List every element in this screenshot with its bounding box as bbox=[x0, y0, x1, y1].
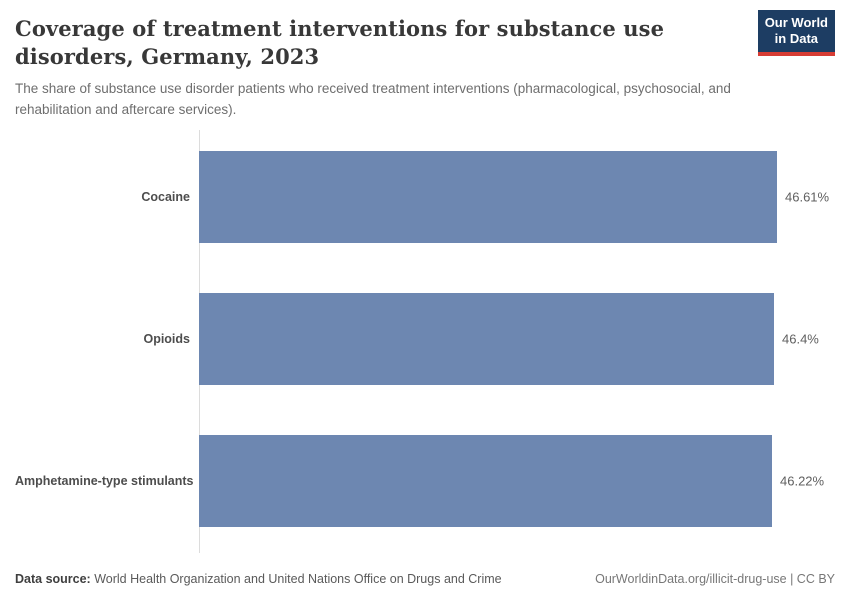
bar-cocaine[interactable] bbox=[199, 151, 777, 243]
chart-title: Coverage of treatment interventions for … bbox=[15, 16, 665, 69]
owid-logo-line2: in Data bbox=[774, 31, 819, 47]
bar-chart: Cocaine 46.61% Opioids 46.4% Amphetamine-typ… bbox=[15, 130, 835, 553]
value-label-amphetamine-type-stimulants: 46.22% bbox=[780, 473, 825, 489]
bar-opioids[interactable] bbox=[199, 293, 774, 385]
data-source-text: World Health Organization and United Nat… bbox=[94, 572, 502, 586]
bar-row-opioids: Opioids 46.4% bbox=[15, 293, 835, 385]
value-label-opioids: 46.4% bbox=[782, 331, 819, 347]
chart-footer: Data source: World Health Organization a… bbox=[15, 572, 835, 586]
data-source: Data source: World Health Organization a… bbox=[15, 572, 502, 586]
category-label-opioids: Opioids bbox=[143, 332, 190, 346]
category-label-cocaine: Cocaine bbox=[141, 190, 190, 204]
bar-amphetamine-type-stimulants[interactable] bbox=[199, 435, 772, 527]
chart-header: Coverage of treatment interventions for … bbox=[15, 15, 755, 120]
bar-row-cocaine: Cocaine 46.61% bbox=[15, 151, 835, 243]
credit-link: OurWorldinData.org/illicit-drug-use | CC… bbox=[595, 572, 835, 586]
bar-track: 46.22% bbox=[199, 435, 835, 527]
bar-rows: Cocaine 46.61% Opioids 46.4% Amphetamine-typ… bbox=[15, 130, 835, 527]
chart-subtitle: The share of substance use disorder pati… bbox=[15, 81, 731, 117]
value-label-cocaine: 46.61% bbox=[785, 189, 830, 205]
owid-logo-line1: Our World bbox=[764, 15, 828, 30]
bar-track: 46.61% bbox=[199, 151, 835, 243]
owid-logo: Our World in Data bbox=[757, 10, 835, 56]
data-source-label: Data source: bbox=[15, 572, 91, 586]
category-label-amphetamine-type-stimulants: Amphetamine-type stimulants bbox=[15, 474, 194, 488]
bar-track: 46.4% bbox=[199, 293, 835, 385]
bar-row-amphetamine-type-stimulants: Amphetamine-type stimulants 46.22% bbox=[15, 435, 835, 527]
